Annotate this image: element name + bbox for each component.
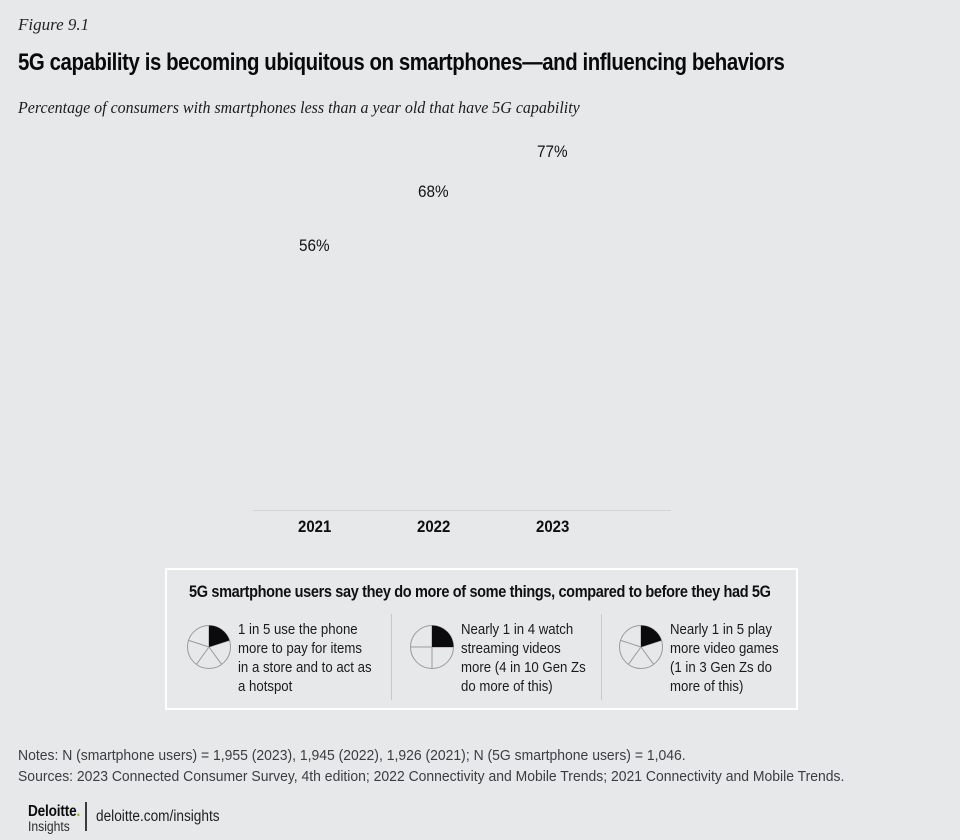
figure-title: 5G capability is becoming ubiquitous on … xyxy=(18,49,785,76)
pie-one-quarter-icon xyxy=(410,625,454,669)
pie-one-fifth-icon xyxy=(187,625,231,669)
deloitte-logo: Deloitte. xyxy=(28,803,80,821)
bar-2022: 68% xyxy=(417,182,508,510)
bar-2023: 77% xyxy=(536,142,627,510)
footer-url: deloitte.com/insights xyxy=(96,808,220,825)
callout-item-text: 1 in 5 use the phone more to pay for ite… xyxy=(238,621,372,695)
bar-2021: 56% xyxy=(298,236,389,510)
figure-subtitle: Percentage of consumers with smartphones… xyxy=(18,98,580,117)
x-tick-2023: 2023 xyxy=(536,517,570,536)
pie-one-fifth-icon xyxy=(619,625,663,669)
sources-line: Sources: 2023 Connected Consumer Survey,… xyxy=(18,768,845,785)
x-tick-2021: 2021 xyxy=(298,517,332,536)
footer-branding: Deloitte. Insights deloitte.com/insights xyxy=(28,802,348,834)
deloitte-green-dot: . xyxy=(76,803,81,820)
callout-divider-2 xyxy=(601,614,602,700)
bar-chart: 56% 68% 77% 2021 2022 2023 xyxy=(253,142,671,536)
figure-number-label: Figure 9.1 xyxy=(18,15,90,34)
x-tick-2022: 2022 xyxy=(417,517,451,536)
bar-value-2022: 68% xyxy=(418,182,449,201)
bar-value-2023: 77% xyxy=(537,142,568,161)
bar-value-2021: 56% xyxy=(299,236,330,255)
notes-line: Notes: N (smartphone users) = 1,955 (202… xyxy=(18,747,686,764)
insights-wordmark: Insights xyxy=(28,819,70,834)
callout-heading: 5G smartphone users say they do more of … xyxy=(189,583,771,601)
callout-item-text: Nearly 1 in 4 watch streaming videos mor… xyxy=(461,621,586,695)
x-axis-line xyxy=(253,510,671,511)
callout-divider-1 xyxy=(391,614,392,700)
footer-divider xyxy=(85,802,87,831)
deloitte-wordmark: Deloitte xyxy=(28,803,77,820)
callout-box: 5G smartphone users say they do more of … xyxy=(165,568,798,710)
callout-item-text: Nearly 1 in 5 play more video games (1 i… xyxy=(670,621,779,695)
